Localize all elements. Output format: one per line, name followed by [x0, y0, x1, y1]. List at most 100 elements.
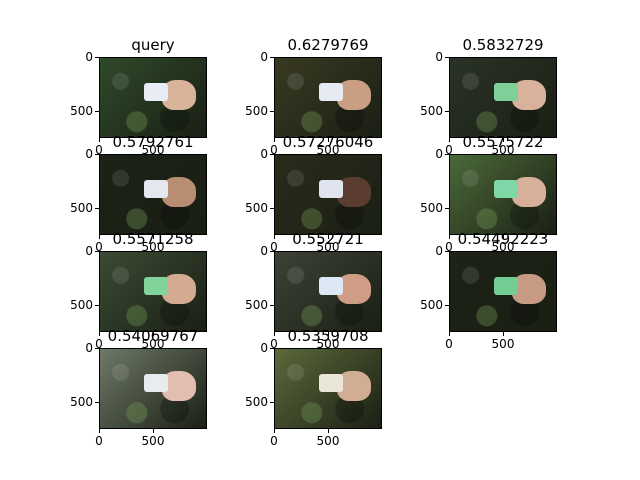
image-panel — [99, 251, 207, 332]
panel-title: 0.6279769 — [287, 36, 369, 54]
x-tick-label: 500 — [316, 143, 340, 157]
x-tick-label: 0 — [95, 337, 103, 351]
image-panel — [274, 348, 382, 429]
card-shape — [319, 82, 344, 101]
y-tick-label: 0 — [85, 50, 93, 64]
x-tick-label: 500 — [141, 337, 165, 351]
card-shape — [494, 82, 519, 101]
y-tick-mark — [445, 251, 449, 252]
x-tick-mark — [449, 138, 450, 142]
panel-title: 0.5575722 — [462, 133, 544, 151]
y-tick-label: 0 — [85, 341, 93, 355]
x-tick-mark — [99, 138, 100, 142]
panel-frame — [274, 251, 382, 332]
x-tick-mark — [503, 138, 504, 142]
y-tick-label: 0 — [260, 341, 268, 355]
y-tick-mark — [270, 305, 274, 306]
y-tick-mark — [95, 402, 99, 403]
x-tick-label: 0 — [445, 240, 453, 254]
y-tick-mark — [270, 208, 274, 209]
y-tick-mark — [270, 402, 274, 403]
y-tick-label: 500 — [245, 104, 268, 118]
y-tick-label: 500 — [70, 201, 93, 215]
card-shape — [319, 179, 344, 198]
panel-title: 0.5571258 — [112, 230, 194, 248]
x-tick-mark — [328, 332, 329, 336]
y-tick-label: 500 — [420, 201, 443, 215]
y-tick-label: 500 — [70, 104, 93, 118]
x-tick-mark — [449, 332, 450, 336]
x-tick-label: 0 — [95, 143, 103, 157]
y-tick-mark — [445, 208, 449, 209]
x-tick-mark — [503, 332, 504, 336]
x-tick-mark — [153, 235, 154, 239]
y-tick-label: 500 — [245, 298, 268, 312]
y-tick-label: 500 — [70, 298, 93, 312]
panel-frame — [99, 348, 207, 429]
image-panel — [449, 251, 557, 332]
y-tick-label: 500 — [420, 104, 443, 118]
x-tick-mark — [153, 429, 154, 433]
panel-title: 0.54069767 — [107, 327, 199, 345]
card-shape — [494, 276, 519, 295]
card-shape — [144, 82, 169, 101]
image-panel — [449, 57, 557, 138]
y-tick-mark — [95, 111, 99, 112]
panel-title: 0.57276046 — [282, 133, 374, 151]
y-tick-label: 0 — [435, 147, 443, 161]
x-tick-mark — [274, 332, 275, 336]
x-tick-label: 500 — [316, 434, 340, 448]
x-tick-label: 0 — [270, 143, 278, 157]
y-tick-label: 500 — [245, 201, 268, 215]
panel-frame — [274, 348, 382, 429]
y-tick-mark — [95, 305, 99, 306]
x-tick-label: 0 — [95, 434, 103, 448]
panel-title: 0.5832729 — [462, 36, 544, 54]
x-tick-mark — [99, 332, 100, 336]
x-tick-label: 0 — [445, 337, 453, 351]
y-tick-label: 0 — [85, 244, 93, 258]
y-tick-mark — [270, 251, 274, 252]
x-tick-label: 500 — [491, 143, 515, 157]
y-tick-mark — [95, 208, 99, 209]
panel-title: 0.5359708 — [287, 327, 369, 345]
image-panel — [99, 348, 207, 429]
panel-frame — [99, 57, 207, 138]
card-shape — [319, 276, 344, 295]
x-tick-mark — [274, 138, 275, 142]
y-tick-mark — [445, 57, 449, 58]
panel-frame — [449, 57, 557, 138]
x-tick-mark — [449, 235, 450, 239]
y-tick-mark — [270, 57, 274, 58]
y-tick-mark — [445, 305, 449, 306]
y-tick-mark — [95, 154, 99, 155]
panel-frame — [99, 154, 207, 235]
y-tick-label: 0 — [260, 50, 268, 64]
x-tick-label: 0 — [270, 337, 278, 351]
y-tick-mark — [445, 154, 449, 155]
panel-frame — [274, 154, 382, 235]
y-tick-label: 500 — [70, 395, 93, 409]
x-tick-label: 0 — [445, 143, 453, 157]
image-panel — [274, 154, 382, 235]
y-tick-mark — [270, 111, 274, 112]
y-tick-mark — [445, 111, 449, 112]
x-tick-label: 0 — [270, 434, 278, 448]
x-tick-mark — [503, 235, 504, 239]
panel-frame — [449, 251, 557, 332]
x-tick-mark — [328, 138, 329, 142]
x-tick-mark — [274, 429, 275, 433]
card-shape — [494, 179, 519, 198]
y-tick-mark — [270, 154, 274, 155]
y-tick-label: 0 — [260, 244, 268, 258]
x-tick-label: 500 — [141, 143, 165, 157]
x-tick-mark — [99, 429, 100, 433]
y-tick-mark — [95, 251, 99, 252]
x-tick-mark — [99, 235, 100, 239]
x-tick-label: 500 — [316, 240, 340, 254]
panel-title: 0.552721 — [292, 230, 364, 248]
panel-title: 0.54492223 — [457, 230, 549, 248]
y-tick-label: 500 — [420, 298, 443, 312]
panel-title: query — [131, 36, 175, 54]
y-tick-mark — [270, 348, 274, 349]
